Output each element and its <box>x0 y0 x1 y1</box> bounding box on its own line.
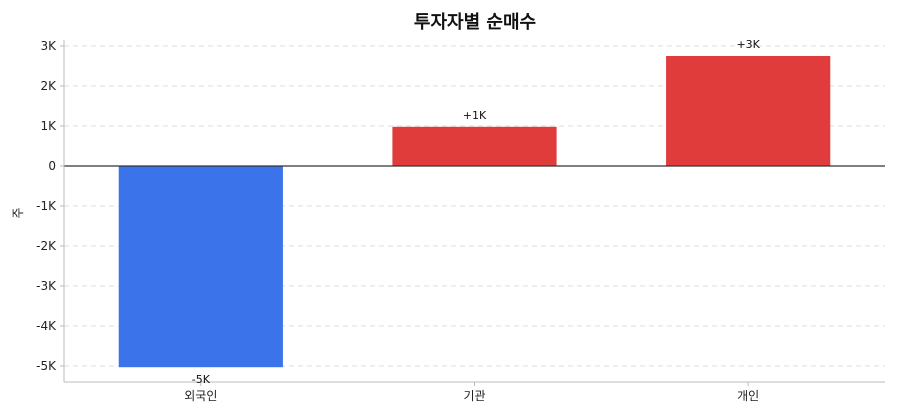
bar-3 <box>666 56 831 166</box>
y-tick-label: 1K <box>40 119 57 133</box>
y-tick-label: 0 <box>48 159 56 173</box>
bars <box>64 56 885 368</box>
bar-2 <box>392 126 557 166</box>
y-tick-label: -5K <box>36 359 57 373</box>
y-tick-label: -4K <box>36 319 57 333</box>
y-tick-labels: -5K -4K -3K -2K -1K 0 1K 2K 3K <box>36 39 64 373</box>
y-axis-label: 주 <box>11 207 25 218</box>
x-tick-label: 개인 <box>737 389 759 403</box>
y-tick-label: -2K <box>36 239 57 253</box>
y-tick-label: 3K <box>40 39 57 53</box>
y-tick-label: -3K <box>36 279 57 293</box>
data-label: +1K <box>463 109 487 122</box>
chart-title: 투자자별 순매수 <box>414 12 536 33</box>
bar-1 <box>118 166 283 368</box>
y-tick-label: -1K <box>36 199 57 213</box>
data-labels: -5K +1K +3K <box>192 38 761 386</box>
data-label: -5K <box>192 373 211 386</box>
data-label: +3K <box>736 38 760 51</box>
x-tick-label: 기관 <box>463 389 485 403</box>
y-tick-label: 2K <box>40 79 57 93</box>
x-tick-labels: 외국인 기관 개인 <box>184 382 759 403</box>
x-tick-label: 외국인 <box>184 389 217 403</box>
